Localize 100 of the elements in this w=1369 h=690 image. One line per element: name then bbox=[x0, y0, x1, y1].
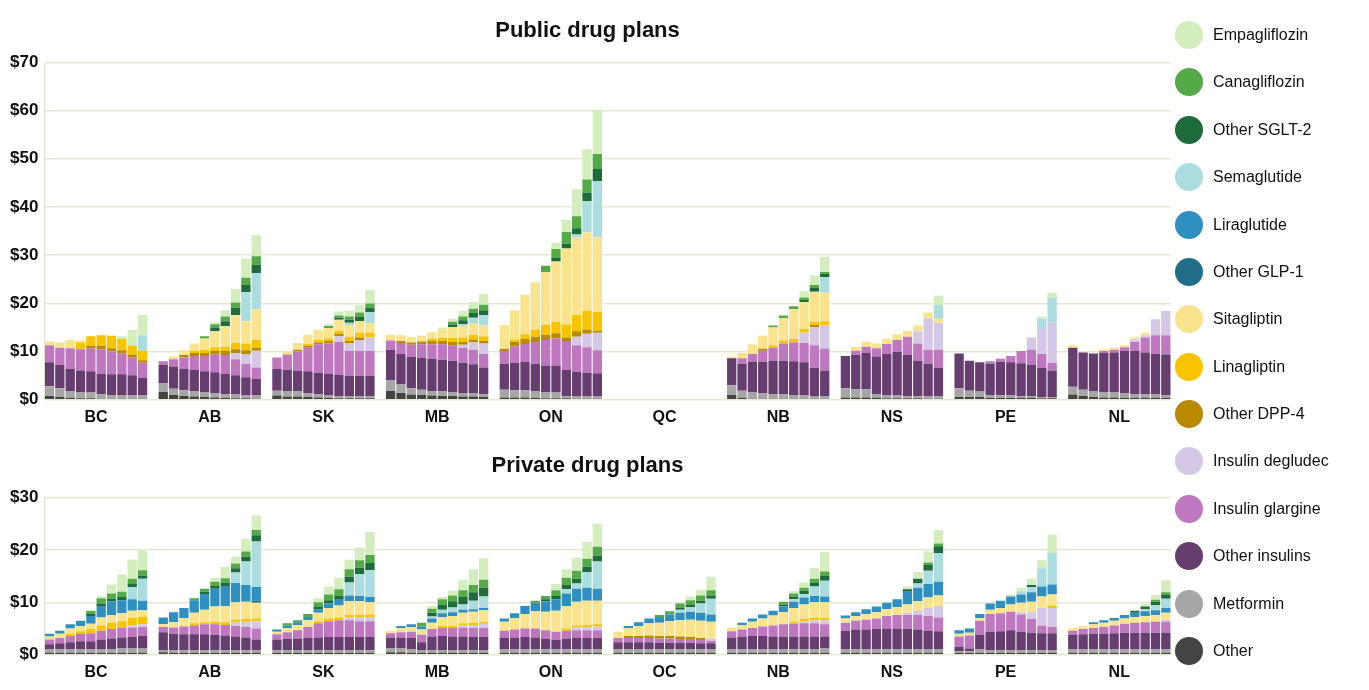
bar bbox=[1161, 619, 1171, 622]
y-tick-label: $70 bbox=[9, 52, 39, 72]
bar bbox=[561, 589, 571, 594]
x-tick-label: NS bbox=[880, 662, 904, 680]
bar bbox=[1161, 594, 1171, 599]
legend-label: Insulin degludec bbox=[1213, 452, 1329, 471]
bar bbox=[820, 277, 830, 293]
bar bbox=[551, 258, 561, 262]
bar bbox=[230, 568, 241, 573]
bar bbox=[706, 590, 716, 596]
bar bbox=[220, 316, 230, 322]
bar bbox=[241, 258, 251, 278]
bar bbox=[437, 597, 447, 600]
legend-label: Other SGLT-2 bbox=[1213, 120, 1312, 139]
bar bbox=[1150, 594, 1161, 600]
bar bbox=[561, 585, 571, 590]
bar bbox=[210, 577, 220, 582]
bar bbox=[1161, 592, 1171, 595]
chart-title: Public drug plans bbox=[495, 17, 680, 43]
bar bbox=[427, 606, 437, 609]
bar bbox=[582, 179, 592, 193]
bar bbox=[851, 346, 861, 351]
bar bbox=[458, 316, 468, 321]
bar bbox=[137, 360, 148, 363]
bar bbox=[251, 535, 261, 542]
bar bbox=[344, 559, 354, 570]
legend-label: Empagliflozin bbox=[1213, 26, 1309, 44]
x-tick-label: BC bbox=[84, 662, 108, 680]
bar bbox=[820, 576, 830, 581]
bar bbox=[65, 633, 75, 636]
x-tick-label: AB bbox=[198, 407, 222, 425]
bar bbox=[561, 220, 571, 233]
bar bbox=[665, 611, 675, 615]
bar bbox=[923, 562, 933, 566]
x-tick-label: NL bbox=[1108, 662, 1131, 680]
bar bbox=[137, 335, 148, 351]
y-tick-label: $0 bbox=[19, 644, 39, 664]
bar bbox=[220, 321, 230, 327]
bar bbox=[365, 303, 375, 308]
bar bbox=[96, 603, 106, 607]
x-tick-label: NB bbox=[766, 662, 790, 680]
x-tick-label: BC bbox=[84, 407, 108, 425]
x-tick-label: SK bbox=[312, 407, 335, 425]
bar bbox=[1026, 585, 1037, 588]
bar bbox=[365, 307, 375, 313]
bar bbox=[1047, 606, 1057, 609]
bar bbox=[303, 613, 313, 618]
y-tick-label: $30 bbox=[9, 487, 39, 507]
bar bbox=[820, 571, 830, 577]
bar bbox=[820, 256, 830, 273]
bar bbox=[251, 264, 261, 274]
y-tick-label: $10 bbox=[9, 341, 39, 361]
bar bbox=[572, 216, 582, 229]
bar bbox=[251, 234, 261, 257]
bar bbox=[551, 590, 561, 597]
x-tick-label: MB bbox=[424, 662, 450, 680]
y-tick-label: $10 bbox=[9, 592, 39, 612]
bar bbox=[572, 189, 582, 217]
bar bbox=[592, 546, 602, 556]
bar bbox=[799, 582, 809, 588]
bar bbox=[137, 570, 148, 576]
bar bbox=[220, 578, 230, 583]
bar bbox=[96, 596, 106, 599]
bar bbox=[623, 625, 634, 629]
legend-label: Insulin glargine bbox=[1213, 499, 1321, 518]
chart-title: Private drug plans bbox=[491, 452, 684, 478]
bar bbox=[975, 613, 985, 619]
bar bbox=[230, 302, 241, 308]
legend-label: Sitagliptin bbox=[1213, 310, 1283, 329]
y-tick-label: $20 bbox=[9, 293, 39, 313]
bar bbox=[55, 630, 65, 634]
y-tick-label: $20 bbox=[9, 539, 39, 559]
bar bbox=[923, 312, 933, 319]
legend-label: Canagliflozin bbox=[1213, 73, 1305, 92]
legend-label: Metformin bbox=[1213, 594, 1285, 613]
x-tick-label: ON bbox=[538, 662, 563, 680]
bar bbox=[313, 598, 323, 603]
bar bbox=[541, 265, 551, 273]
bar bbox=[592, 153, 602, 169]
bar bbox=[241, 551, 251, 557]
bar bbox=[427, 618, 437, 623]
x-tick-label: PE bbox=[994, 662, 1017, 680]
bar bbox=[582, 192, 592, 202]
bar bbox=[323, 600, 334, 604]
bar bbox=[799, 291, 809, 298]
bar bbox=[975, 618, 985, 621]
bar bbox=[778, 315, 789, 319]
y-tick-label: $40 bbox=[9, 196, 39, 216]
x-tick-label: OC bbox=[652, 662, 677, 680]
bar bbox=[210, 586, 220, 589]
bar bbox=[933, 295, 944, 306]
bar bbox=[789, 621, 799, 624]
bar bbox=[230, 307, 241, 315]
bar bbox=[189, 598, 199, 601]
bar bbox=[334, 595, 344, 600]
bar bbox=[592, 168, 602, 181]
bar bbox=[344, 569, 354, 577]
bar bbox=[251, 600, 261, 603]
bar bbox=[241, 277, 251, 286]
bar bbox=[572, 234, 582, 238]
